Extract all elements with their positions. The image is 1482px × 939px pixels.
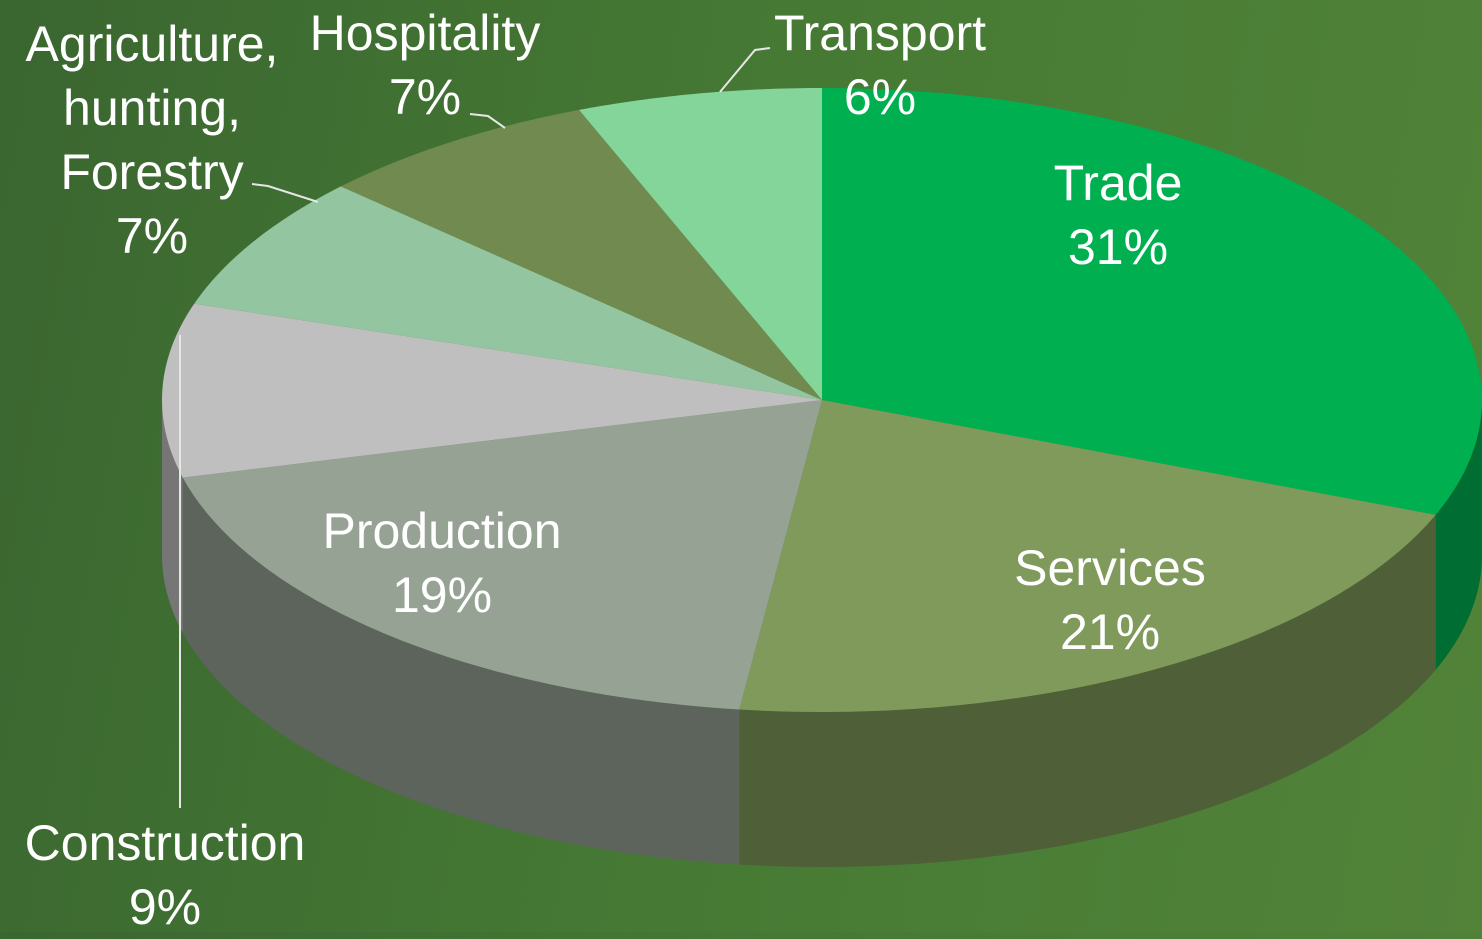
category-label: Construction (24, 815, 306, 871)
slice (194, 186, 822, 400)
pie (162, 88, 1482, 867)
slice-label: Construction 9% (25, 811, 306, 939)
slice-label: Transport 6% (774, 1, 986, 129)
value-label: 19% (391, 567, 493, 623)
slice (182, 400, 822, 710)
value-label: 9% (128, 879, 202, 935)
leader-line (469, 113, 506, 129)
value-label: 6% (843, 69, 917, 125)
slice (822, 88, 1482, 515)
slice (579, 88, 822, 400)
slice (162, 303, 823, 478)
category-label: Trade (1053, 155, 1183, 211)
slice-label: Services 21% (1014, 536, 1206, 664)
slice (340, 109, 822, 401)
category-label: Transport (773, 5, 987, 61)
slice-label: Hospitality 7% (310, 1, 541, 129)
slice-label: Trade 31% (1054, 151, 1183, 279)
leader-line (719, 47, 771, 93)
slice-label: Agriculture, hunting, Forestry 7% (7, 12, 297, 268)
category-label: Production (322, 503, 562, 559)
value-label: 7% (115, 208, 189, 264)
slice-side (739, 514, 1436, 867)
category-label: Services (1014, 540, 1206, 596)
leader-line (251, 183, 319, 203)
category-label: Hospitality (309, 5, 541, 61)
slice-side (1435, 400, 1482, 670)
leader-lines (179, 47, 771, 808)
slice (739, 400, 1436, 712)
slice-side (162, 400, 183, 633)
category-label: Agriculture, hunting, Forestry (25, 16, 279, 200)
slice-side (182, 477, 740, 865)
slice-label: Production 19% (322, 499, 561, 627)
value-label: 21% (1059, 604, 1161, 660)
value-label: 31% (1067, 219, 1169, 275)
value-label: 7% (388, 69, 462, 125)
